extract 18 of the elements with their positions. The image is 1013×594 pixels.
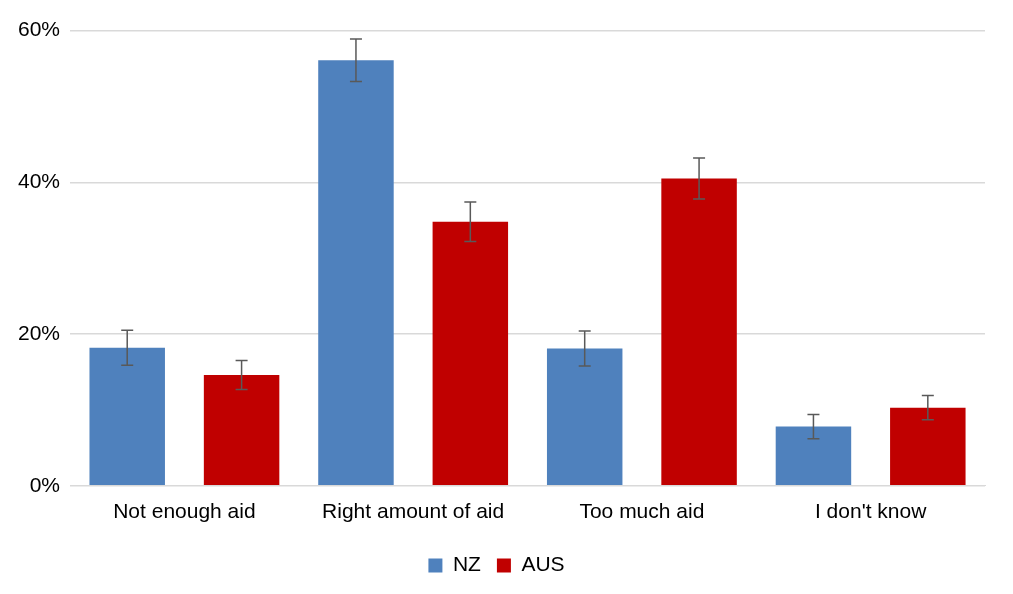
y-tick-label: 0% xyxy=(29,472,61,496)
bar xyxy=(775,426,852,486)
legend-label: NZ xyxy=(452,552,482,576)
bar xyxy=(89,347,165,486)
y-tick-label: 20% xyxy=(18,320,61,344)
x-tick-label: Right amount of aid xyxy=(322,499,505,523)
bar xyxy=(318,60,394,486)
y-tick-label: 40% xyxy=(18,169,61,193)
legend-label: AUS xyxy=(521,552,565,576)
bar xyxy=(432,221,509,486)
bar xyxy=(661,178,737,486)
bar xyxy=(546,348,623,486)
x-tick-label: I don't know xyxy=(814,499,928,523)
y-tick-label: 60% xyxy=(18,17,61,41)
x-tick-label: Too much aid xyxy=(579,499,705,523)
bar xyxy=(203,375,280,486)
bar xyxy=(890,407,966,486)
x-tick-label: Not enough aid xyxy=(113,499,256,523)
